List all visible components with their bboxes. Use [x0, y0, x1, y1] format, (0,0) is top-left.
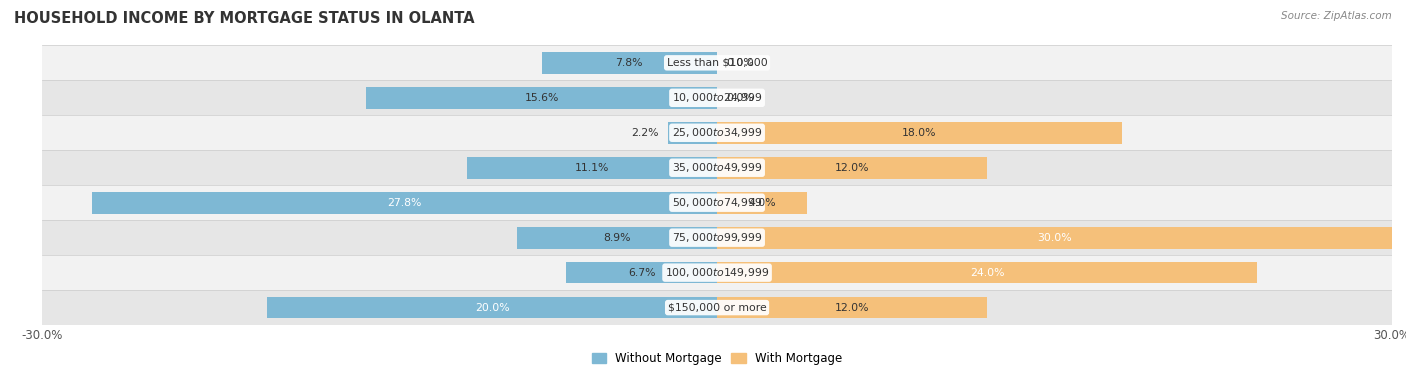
- Text: 0.0%: 0.0%: [725, 93, 754, 103]
- Bar: [467, 157, 717, 178]
- Bar: [517, 227, 717, 248]
- Bar: [717, 157, 987, 178]
- Text: $25,000 to $34,999: $25,000 to $34,999: [672, 126, 762, 139]
- Bar: [42, 255, 1392, 290]
- Bar: [42, 81, 1392, 115]
- Text: $10,000 to $24,999: $10,000 to $24,999: [672, 91, 762, 104]
- Text: $100,000 to $149,999: $100,000 to $149,999: [665, 266, 769, 279]
- Bar: [717, 122, 1122, 144]
- Text: 30.0%: 30.0%: [1038, 233, 1071, 243]
- Legend: Without Mortgage, With Mortgage: Without Mortgage, With Mortgage: [588, 347, 846, 370]
- Bar: [42, 185, 1392, 220]
- Bar: [717, 192, 807, 214]
- Text: $35,000 to $49,999: $35,000 to $49,999: [672, 161, 762, 174]
- Bar: [668, 122, 717, 144]
- Bar: [541, 52, 717, 74]
- Bar: [91, 192, 717, 214]
- Bar: [567, 262, 717, 284]
- Text: Less than $10,000: Less than $10,000: [666, 58, 768, 68]
- Bar: [717, 227, 1392, 248]
- Text: 11.1%: 11.1%: [575, 163, 609, 173]
- Text: 24.0%: 24.0%: [970, 268, 1004, 277]
- Bar: [366, 87, 717, 108]
- Text: 27.8%: 27.8%: [387, 198, 422, 208]
- Text: 2.2%: 2.2%: [631, 128, 658, 138]
- Text: 12.0%: 12.0%: [835, 303, 869, 313]
- Text: 12.0%: 12.0%: [835, 163, 869, 173]
- Bar: [717, 262, 1257, 284]
- Bar: [42, 115, 1392, 150]
- Bar: [42, 45, 1392, 81]
- Text: $150,000 or more: $150,000 or more: [668, 303, 766, 313]
- Bar: [717, 297, 987, 318]
- Text: 18.0%: 18.0%: [903, 128, 936, 138]
- Bar: [42, 150, 1392, 185]
- Text: $50,000 to $74,999: $50,000 to $74,999: [672, 196, 762, 209]
- Text: 0.0%: 0.0%: [725, 58, 754, 68]
- Text: 4.0%: 4.0%: [748, 198, 776, 208]
- Bar: [267, 297, 717, 318]
- Text: 20.0%: 20.0%: [475, 303, 509, 313]
- Text: Source: ZipAtlas.com: Source: ZipAtlas.com: [1281, 11, 1392, 21]
- Text: 7.8%: 7.8%: [616, 58, 643, 68]
- Text: $75,000 to $99,999: $75,000 to $99,999: [672, 231, 762, 244]
- Text: 15.6%: 15.6%: [524, 93, 558, 103]
- Text: HOUSEHOLD INCOME BY MORTGAGE STATUS IN OLANTA: HOUSEHOLD INCOME BY MORTGAGE STATUS IN O…: [14, 11, 475, 26]
- Bar: [42, 290, 1392, 325]
- Bar: [42, 220, 1392, 255]
- Text: 6.7%: 6.7%: [628, 268, 655, 277]
- Text: 8.9%: 8.9%: [603, 233, 631, 243]
